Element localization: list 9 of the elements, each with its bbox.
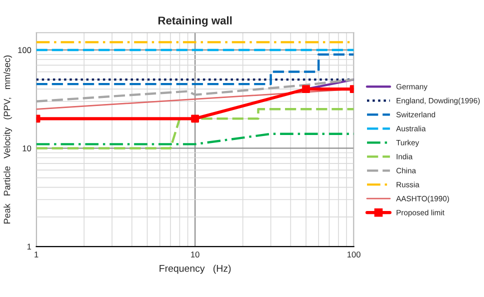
y-axis-title: Peak Particle Velocity (PPV, mm/sec) [4, 56, 12, 224]
x-tick-label: 100 [347, 252, 360, 258]
y-tick-label: 100 [18, 47, 32, 54]
y-tick-label: 1 [27, 244, 32, 250]
chart-title: Retaining wall [158, 16, 232, 27]
y-tick-label: 10 [22, 145, 32, 152]
x-axis-title: Frequency (Hz) [160, 264, 231, 274]
x-tick-label: 1 [34, 252, 38, 258]
x-tick-label: 10 [191, 252, 200, 258]
